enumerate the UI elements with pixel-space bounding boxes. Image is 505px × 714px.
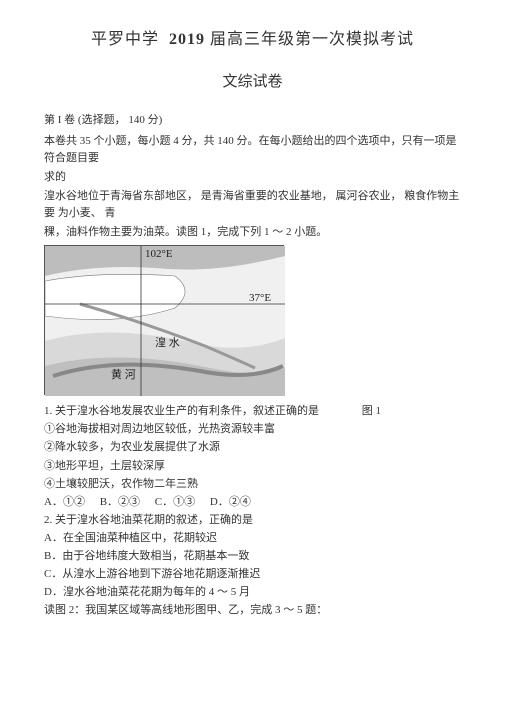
q2-opt-c: C．从湟水上游谷地到下游谷地花期逐渐推迟 [44, 566, 461, 583]
q1-options: A．①② B．②③ C．①③ D．②④ [44, 494, 461, 511]
school-name: 平罗中学 [91, 31, 159, 48]
subject-title: 文综试卷 [44, 71, 461, 94]
q1-opt-c: C．①③ [155, 496, 195, 508]
passage-1-line-1: 湟水谷地位于青海省东部地区， 是青海省重要的农业基地， 属河谷农业， 粮食作物主… [44, 188, 461, 222]
q1-opt-d: D．②④ [210, 496, 251, 508]
q1-opt-b: B．②③ [100, 496, 140, 508]
passage-1-line-2: 稞，油料作物主要为油菜。读图 1，完成下列 1 ～ 2 小题。 [44, 224, 461, 241]
map-figure: 102°E 37°E 湟 水 黄 河 [44, 245, 284, 395]
q1-stem-row: 1. 关于湟水谷地发展农业生产的有利条件，叙述正确的是 图 1 [44, 403, 461, 420]
map-river-2: 黄 河 [111, 367, 136, 381]
title-rest: 届高三年级第一次模拟考试 [210, 31, 414, 48]
main-title: 平罗中学 2019 届高三年级第一次模拟考试 [44, 28, 461, 53]
exam-year: 2019 [169, 31, 205, 48]
q1-stem: 1. 关于湟水谷地发展农业生产的有利条件，叙述正确的是 [44, 405, 319, 417]
intro-line-2: 求的 [44, 169, 461, 186]
q1-choice-4: ④土壤较肥沃，农作物二年三熟 [44, 476, 461, 493]
passage-2: 读图 2：我国某区域等高线地形图甲、乙，完成 3 ～ 5 题： [44, 602, 461, 619]
q2-opt-d: D．湟水谷地油菜花花期为每年的 4 ～ 5 月 [44, 584, 461, 601]
q1-choice-3: ③地形平坦，土层较深厚 [44, 458, 461, 475]
intro-line-1: 本卷共 35 个小题，每小题 4 分，共 140 分。在每小题给出的四个选项中，… [44, 133, 461, 167]
q2-opt-b: B．由于谷地纬度大致相当，花期基本一致 [44, 548, 461, 565]
q1-opt-a: A．①② [44, 496, 85, 508]
q1-choice-2: ②降水较多，为农业发展提供了水源 [44, 439, 461, 456]
map-lat-label: 37°E [249, 292, 271, 304]
map-lon-label: 102°E [145, 248, 173, 260]
q2-stem: 2. 关于湟水谷地油菜花期的叙述，正确的是 [44, 512, 461, 529]
q2-opt-a: A．在全国油菜种植区中，花期较迟 [44, 530, 461, 547]
figure-1-label: 图 1 [362, 403, 381, 420]
section-1-head: 第 I 卷 (选择题， 140 分) [44, 112, 461, 129]
map-river-1: 湟 水 [155, 336, 180, 349]
q1-choice-1: ①谷地海拔相对周边地区较低，光热资源较丰富 [44, 421, 461, 438]
